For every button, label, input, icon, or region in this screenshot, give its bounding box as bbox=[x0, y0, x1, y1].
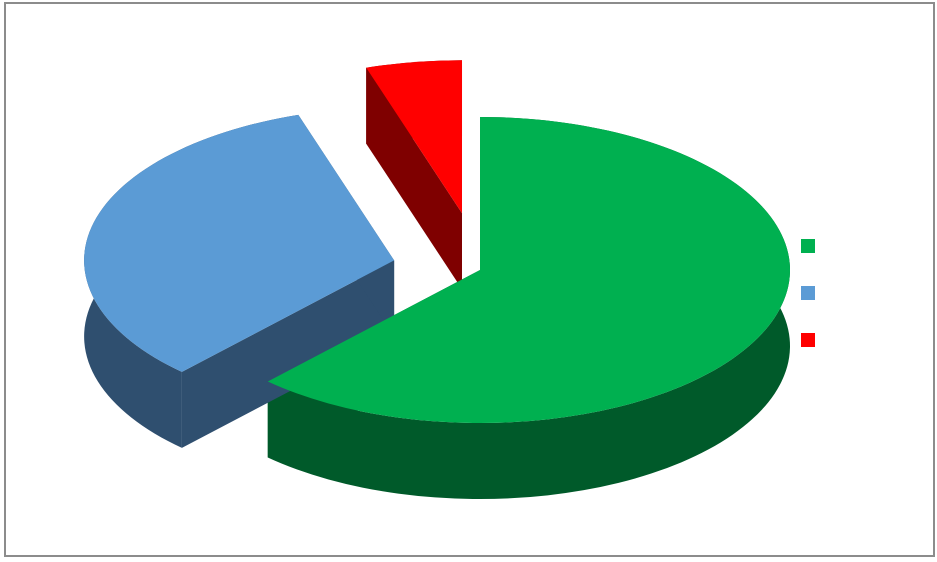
legend-item-3 bbox=[801, 316, 823, 363]
pie-slice-edge-start-2 bbox=[181, 260, 395, 448]
pie-slice-2 bbox=[84, 114, 395, 372]
legend-swatch-1 bbox=[801, 238, 815, 253]
chart-legend bbox=[801, 222, 823, 363]
legend-item-2 bbox=[801, 269, 823, 316]
legend-item-1 bbox=[801, 222, 823, 269]
legend-swatch-2 bbox=[801, 285, 815, 300]
pie-tops bbox=[84, 60, 791, 423]
pie-slice-3 bbox=[366, 60, 463, 214]
legend-swatch-3 bbox=[801, 332, 815, 347]
pie-slice-1 bbox=[267, 117, 791, 423]
